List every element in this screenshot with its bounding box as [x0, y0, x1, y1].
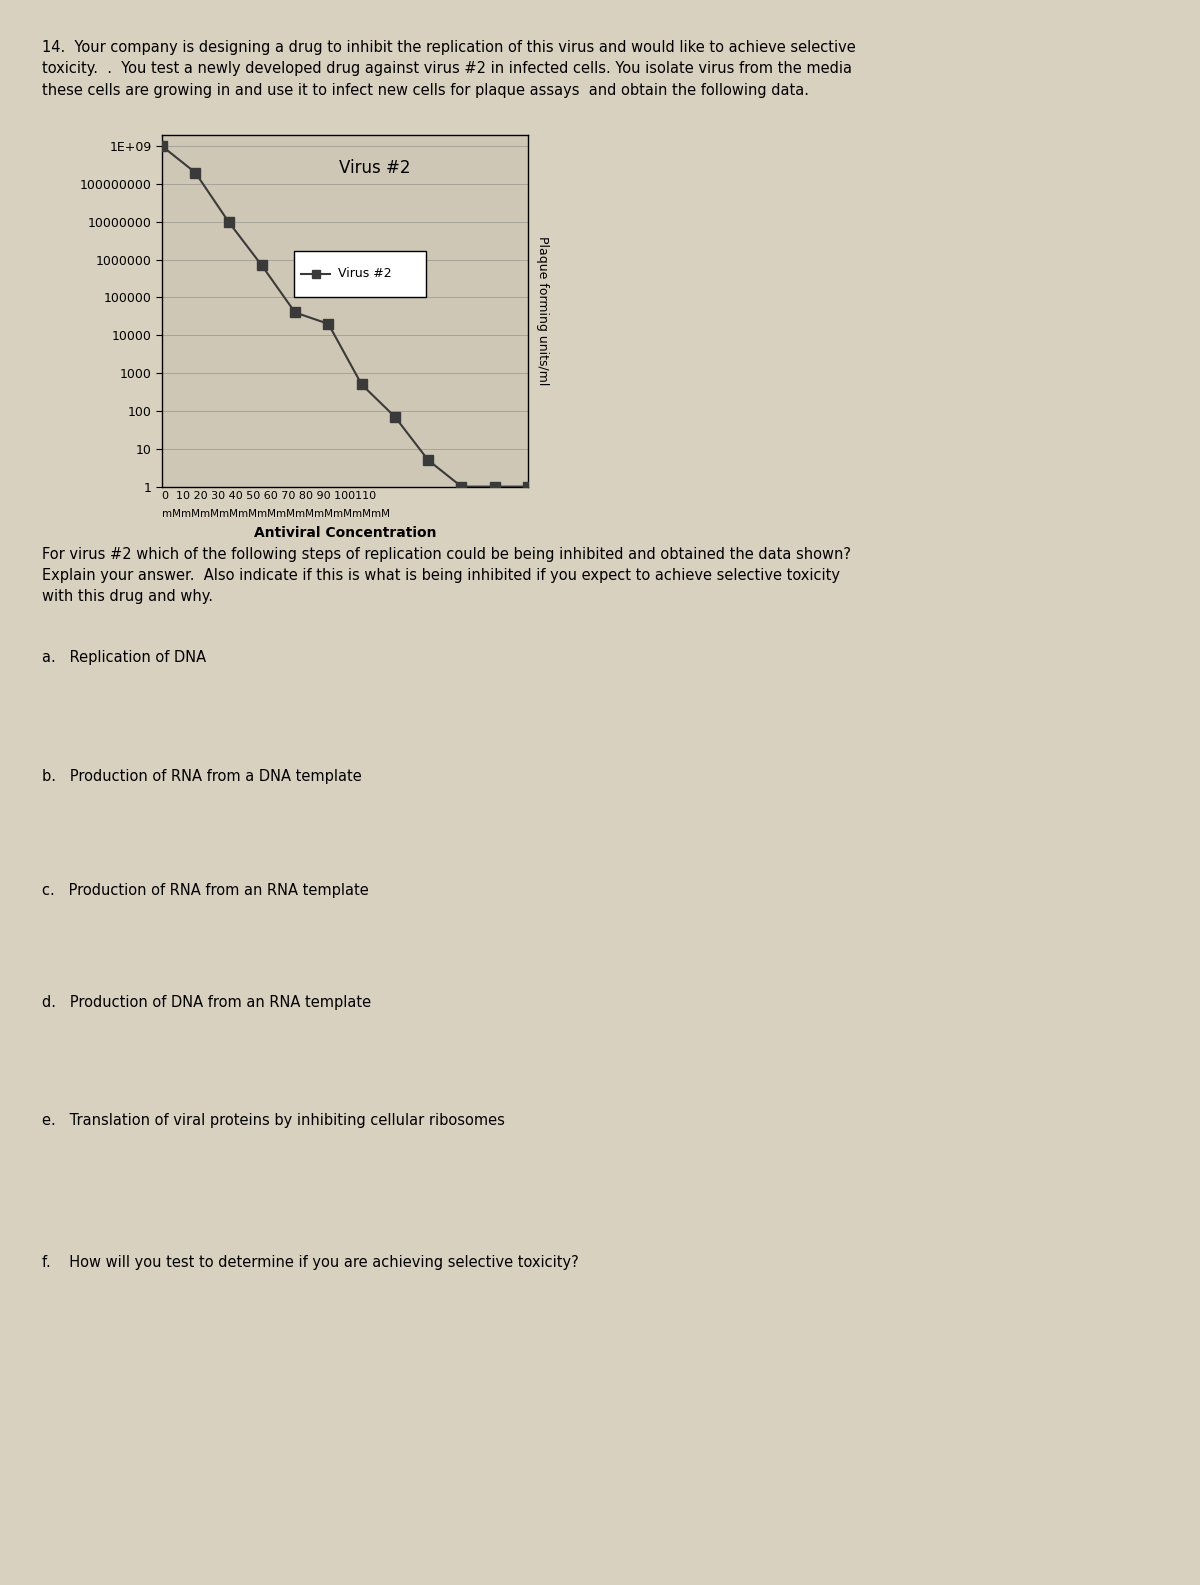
Text: b.   Production of RNA from a DNA template: b. Production of RNA from a DNA template	[42, 769, 361, 783]
Text: For virus #2 which of the following steps of replication could be being inhibite: For virus #2 which of the following step…	[42, 547, 851, 604]
Text: 0  10 20 30 40 50 60 70 80 90 100110: 0 10 20 30 40 50 60 70 80 90 100110	[162, 491, 376, 501]
Text: a.   Replication of DNA: a. Replication of DNA	[42, 650, 206, 664]
Text: d.   Production of DNA from an RNA template: d. Production of DNA from an RNA templat…	[42, 995, 371, 1010]
Text: Virus #2: Virus #2	[338, 160, 410, 178]
Text: e.   Translation of viral proteins by inhibiting cellular ribosomes: e. Translation of viral proteins by inhi…	[42, 1113, 505, 1127]
Text: Virus #2: Virus #2	[337, 268, 391, 281]
Text: mMmMmMmMmMmMmMmMmMmMmMmM: mMmMmMmMmMmMmMmMmMmMmMmM	[162, 509, 390, 518]
Text: Plaque forming units/ml: Plaque forming units/ml	[536, 236, 548, 385]
Text: c.   Production of RNA from an RNA template: c. Production of RNA from an RNA templat…	[42, 883, 368, 897]
Text: f.    How will you test to determine if you are achieving selective toxicity?: f. How will you test to determine if you…	[42, 1255, 578, 1270]
Text: Antiviral Concentration: Antiviral Concentration	[254, 526, 437, 540]
Text: 14.  Your company is designing a drug to inhibit the replication of this virus a: 14. Your company is designing a drug to …	[42, 40, 856, 98]
FancyBboxPatch shape	[294, 250, 426, 296]
